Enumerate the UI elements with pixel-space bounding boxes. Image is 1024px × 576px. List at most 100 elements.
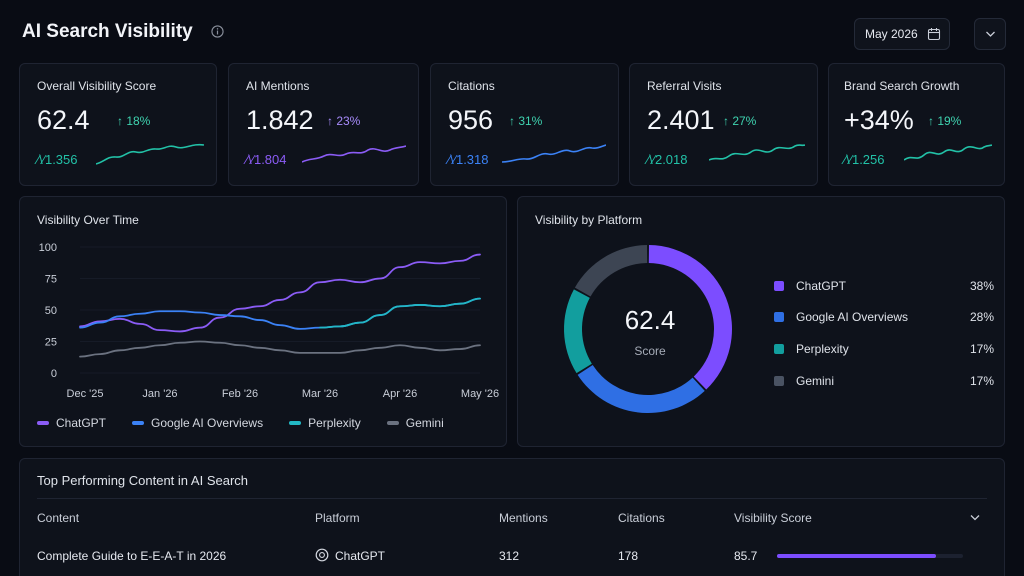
series-line-perplexity[interactable]: [319, 297, 481, 329]
legend-item-gemini[interactable]: Gemini: [386, 416, 444, 430]
kpi-card-brand-search-growth[interactable]: Brand Search Growth +34% ↑ 19% ⁄\⁄1.256: [828, 63, 1005, 186]
y-tick-label: 50: [45, 305, 57, 317]
legend-swatch: [132, 421, 145, 425]
y-tick-label: 75: [45, 274, 57, 286]
x-tick-label: May '26: [461, 388, 499, 400]
kpi-title: Overall Visibility Score: [37, 79, 157, 93]
kpi-sparkline: [96, 143, 204, 165]
donut-center-value: 62.4: [624, 305, 676, 335]
x-tick-label: Dec '25: [67, 388, 104, 400]
donut-slice-perplexity[interactable]: [564, 289, 592, 374]
legend-item-chatgpt[interactable]: ChatGPT: [37, 416, 106, 430]
x-tick-label: Feb '26: [222, 388, 258, 400]
kpi-sub-value: ⁄\⁄1.804: [246, 152, 287, 167]
header: AI Search Visibility May 2026: [20, 16, 1006, 52]
date-picker[interactable]: May 2026: [854, 18, 950, 50]
cell-platform: ChatGPT: [335, 549, 386, 563]
column-header-visibility-score[interactable]: Visibility Score: [734, 511, 812, 525]
platform-name: Perplexity: [796, 342, 849, 356]
visibility-over-time-panel: Visibility Over Time 0 25 50 75 100 Dec '25 Ja…: [19, 196, 507, 447]
kpi-card-visibility-score[interactable]: Overall Visibility Score 62.4 ↑ 18% ⁄\⁄1…: [19, 63, 217, 186]
kpi-sub-value: ⁄\⁄1.256: [844, 152, 885, 167]
score-bar: [777, 554, 963, 558]
kpi-value: +34%: [844, 105, 914, 135]
cell-content[interactable]: Complete Guide to E-E-A-T in 2026: [37, 549, 227, 563]
platform-pct: 38%: [969, 279, 994, 293]
y-tick-label: 0: [51, 368, 57, 380]
platform-row-gemini[interactable]: Gemini 17%: [774, 372, 994, 392]
donut-slice-chatgpt[interactable]: [648, 245, 732, 390]
column-header-citations[interactable]: Citations: [618, 511, 665, 525]
donut-slice-google-ai-overviews[interactable]: [577, 365, 705, 413]
kpi-sparkline: [904, 144, 992, 161]
platform-row-perplexity[interactable]: Perplexity 17%: [774, 340, 994, 360]
kpi-delta: ↑ 19%: [928, 114, 962, 128]
sparkline-icon: ⁄\⁄: [647, 152, 655, 167]
kpi-sub-value: ⁄\⁄2.018: [647, 152, 688, 167]
kpi-sub-text: 1.256: [851, 152, 885, 167]
table-title: Top Performing Content in AI Search: [37, 473, 249, 488]
chatgpt-icon: [315, 548, 329, 562]
legend-item-google-ai-overviews[interactable]: Google AI Overviews: [132, 416, 263, 430]
info-icon[interactable]: [211, 25, 224, 38]
column-header-content[interactable]: Content: [37, 511, 80, 525]
panel-title: Visibility by Platform: [535, 213, 643, 227]
kpi-delta: ↑ 23%: [327, 114, 361, 128]
kpi-card-referral-visits[interactable]: Referral Visits 2.401 ↑ 27% ⁄\⁄2.018: [629, 63, 818, 186]
platform-pct: 28%: [969, 310, 994, 324]
score-bar-fill: [777, 554, 937, 558]
kpi-title: AI Mentions: [246, 79, 310, 93]
donut-slice-gemini[interactable]: [574, 245, 648, 297]
x-tick-label: Mar '26: [302, 388, 338, 400]
visibility-line-chart: 0 25 50 75 100 Dec '25 Jan '26 Feb '26 Mar '26 Ap…: [39, 242, 499, 400]
visibility-by-platform-panel: Visibility by Platform 62.4 Score ChatGP…: [517, 196, 1005, 447]
x-tick-label: Jan '26: [142, 388, 177, 400]
chevron-down-icon[interactable]: [970, 514, 980, 521]
kpi-sub-text: 2.018: [654, 152, 688, 167]
legend-label: Google AI Overviews: [151, 416, 264, 430]
platform-row-google-ai-overviews[interactable]: Google AI Overviews 28%: [774, 308, 994, 328]
sparkline-icon: ⁄\⁄: [448, 152, 456, 167]
column-header-mentions[interactable]: Mentions: [499, 511, 548, 525]
sparkline-icon: ⁄\⁄: [246, 152, 254, 167]
kpi-sub-text: 1.356: [44, 152, 78, 167]
platform-color-dot: [774, 376, 784, 386]
platform-pct: 17%: [969, 342, 994, 356]
panel-title: Visibility Over Time: [37, 213, 139, 227]
platform-name: ChatGPT: [796, 279, 847, 293]
kpi-title: Citations: [448, 79, 495, 93]
kpi-sub-text: 1.804: [253, 152, 287, 167]
kpi-title: Brand Search Growth: [844, 79, 960, 93]
legend-label: Perplexity: [308, 416, 361, 430]
kpi-value: 1.842: [246, 105, 314, 135]
top-content-table-panel: Top Performing Content in AI Search Cont…: [19, 458, 1005, 576]
header-dropdown-button[interactable]: [974, 18, 1006, 50]
kpi-sparkline: [709, 144, 805, 161]
column-header-platform[interactable]: Platform: [315, 511, 360, 525]
platform-donut-chart: [564, 245, 732, 413]
kpi-value: 62.4: [37, 105, 90, 135]
kpi-card-ai-mentions[interactable]: AI Mentions 1.842 ↑ 23% ⁄\⁄1.804: [228, 63, 419, 186]
kpi-title: Referral Visits: [647, 79, 722, 93]
kpi-sub-value: ⁄\⁄1.318: [448, 152, 489, 167]
platform-color-dot: [774, 312, 784, 322]
cell-citations: 178: [618, 549, 639, 563]
platform-row-chatgpt[interactable]: ChatGPT 38%: [774, 277, 994, 297]
kpi-sparkline: [302, 145, 406, 163]
date-picker-value: May 2026: [865, 27, 918, 41]
kpi-card-citations[interactable]: Citations 956 ↑ 31% ⁄\⁄1.318: [430, 63, 619, 186]
legend-swatch: [289, 421, 302, 425]
kpi-sparkline: [502, 144, 606, 163]
series-line-chatgpt[interactable]: [79, 253, 481, 333]
cell-visibility-score: 85.7: [734, 549, 758, 563]
kpi-delta: ↑ 27%: [723, 114, 757, 128]
series-line-gemini[interactable]: [79, 340, 481, 358]
platform-pct: 17%: [969, 374, 994, 388]
kpi-sub-value: ⁄\⁄1.356: [37, 152, 78, 167]
legend-item-perplexity[interactable]: Perplexity: [289, 416, 361, 430]
x-tick-label: Apr '26: [383, 388, 418, 400]
kpi-delta: ↑ 18%: [117, 114, 151, 128]
legend-label: ChatGPT: [56, 416, 107, 430]
legend-swatch: [386, 421, 399, 425]
kpi-delta: ↑ 31%: [509, 114, 543, 128]
